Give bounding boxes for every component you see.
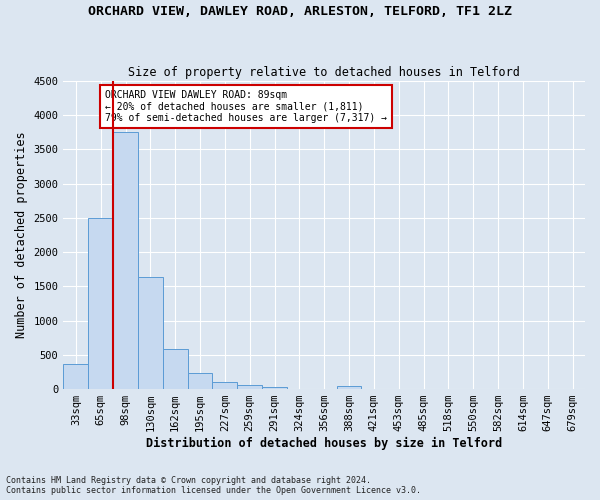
Text: Contains HM Land Registry data © Crown copyright and database right 2024.
Contai: Contains HM Land Registry data © Crown c… <box>6 476 421 495</box>
Bar <box>64 364 88 389</box>
Bar <box>212 382 237 389</box>
Bar <box>262 386 287 389</box>
Bar <box>337 386 361 389</box>
Bar <box>113 132 138 389</box>
Y-axis label: Number of detached properties: Number of detached properties <box>15 132 28 338</box>
Title: Size of property relative to detached houses in Telford: Size of property relative to detached ho… <box>128 66 520 78</box>
Bar <box>163 348 188 389</box>
X-axis label: Distribution of detached houses by size in Telford: Distribution of detached houses by size … <box>146 437 502 450</box>
Bar <box>237 385 262 389</box>
Text: ORCHARD VIEW, DAWLEY ROAD, ARLESTON, TELFORD, TF1 2LZ: ORCHARD VIEW, DAWLEY ROAD, ARLESTON, TEL… <box>88 5 512 18</box>
Text: ORCHARD VIEW DAWLEY ROAD: 89sqm
← 20% of detached houses are smaller (1,811)
79%: ORCHARD VIEW DAWLEY ROAD: 89sqm ← 20% of… <box>105 90 387 124</box>
Bar <box>138 277 163 389</box>
Bar <box>188 374 212 389</box>
Bar <box>88 218 113 389</box>
